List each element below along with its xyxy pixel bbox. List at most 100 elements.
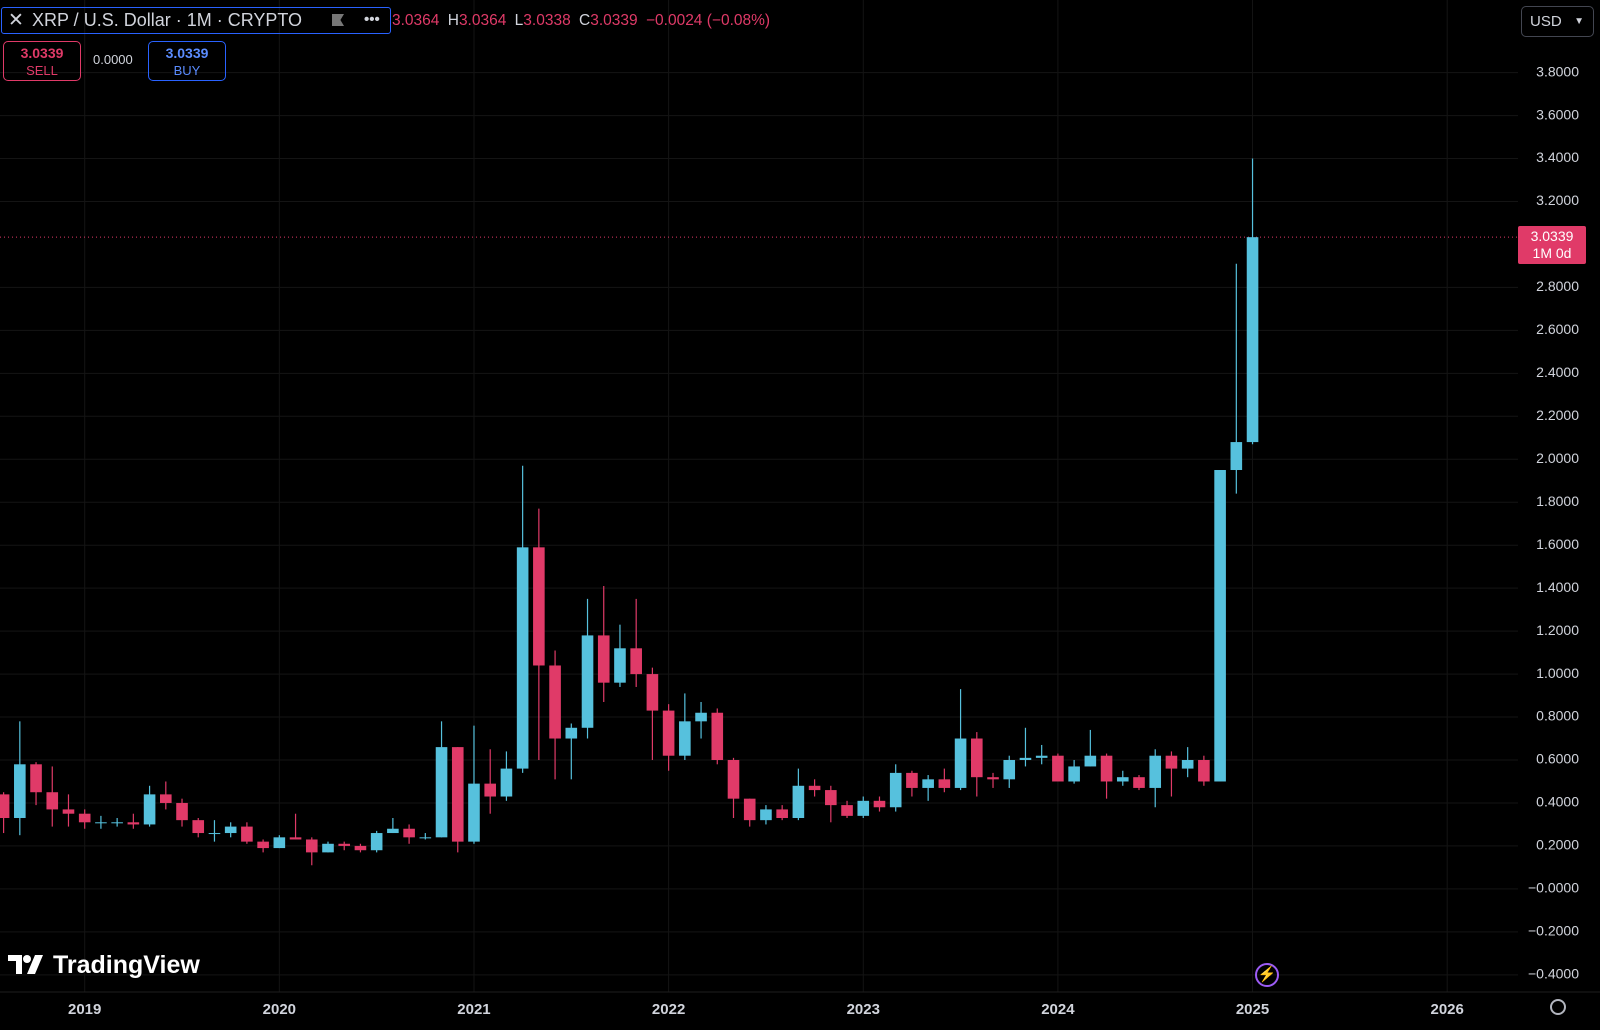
candle-body — [1198, 760, 1210, 782]
y-tick-label: 1.6000 — [1536, 536, 1579, 552]
candle-body — [922, 779, 934, 788]
grid — [0, 0, 1518, 992]
y-tick-label: 3.8000 — [1536, 63, 1579, 79]
candle-body — [338, 843, 351, 846]
candle-body — [0, 794, 10, 819]
y-tick-label: 1.4000 — [1536, 579, 1579, 595]
y-tick-label: 1.2000 — [1536, 622, 1579, 638]
symbol-title: XRP / U.S. Dollar · 1M · CRYPTO — [32, 10, 303, 30]
y-tick-label: 0.8000 — [1536, 708, 1579, 724]
x-tick-label: 2022 — [652, 1001, 685, 1018]
candle-body — [808, 785, 821, 791]
y-tick-label: 2.4000 — [1536, 364, 1579, 380]
candle-body — [614, 648, 626, 683]
candle-body — [954, 738, 967, 788]
candle-body — [257, 841, 269, 849]
flag-icon[interactable] — [332, 14, 344, 26]
candle-body — [1133, 777, 1145, 788]
y-tick-label: 0.2000 — [1536, 837, 1579, 853]
ohlc-legend: 3.0364 H3.0364 L3.0338 C3.0339 −0.0024 (… — [392, 8, 770, 34]
candle-body — [289, 837, 302, 840]
candle-body — [1019, 757, 1032, 761]
currency-button[interactable]: USD ▼ — [1521, 6, 1594, 37]
buy-label: BUY — [173, 63, 201, 78]
low-label: L — [514, 12, 524, 29]
close-value: 3.0339 — [590, 12, 638, 29]
candle-body — [403, 828, 415, 838]
candle-body — [435, 747, 448, 838]
settings-icon[interactable] — [1550, 999, 1566, 1015]
buy-price: 3.0339 — [165, 45, 209, 61]
candle-body — [1100, 755, 1113, 782]
change: −0.0024 (−0.08%) — [645, 12, 771, 29]
currency: USD — [1530, 13, 1562, 30]
close-icon[interactable]: ✕ — [8, 10, 24, 31]
axes: 3.8000 3.6000 3.4000 3.2000 2.8000 2.6000 2.40… — [0, 63, 1600, 1018]
candle-body — [78, 813, 91, 823]
candle-body — [727, 760, 740, 799]
y-tick-label: 1.8000 — [1536, 493, 1579, 509]
buy-button[interactable]: 3.0339 BUY — [148, 41, 226, 81]
more-icon[interactable]: ••• — [364, 11, 380, 28]
candle-body — [662, 710, 675, 756]
candle-body — [354, 845, 367, 851]
candle-body — [889, 772, 902, 808]
candle-body — [111, 822, 123, 824]
x-tick-label: 2024 — [1041, 1001, 1075, 1018]
candle-body — [873, 800, 886, 808]
x-tick-label: 2025 — [1236, 1001, 1269, 1018]
y-tick-label: 2.6000 — [1536, 321, 1579, 337]
candle-body — [792, 785, 805, 819]
x-tick-label: 2023 — [847, 1001, 880, 1018]
candle-body — [711, 712, 724, 761]
candle-body — [46, 792, 59, 810]
price-tag-value: 3.0339 — [1530, 228, 1574, 245]
candle-body — [1035, 755, 1048, 758]
candle-body — [176, 802, 188, 821]
candle-body — [760, 809, 772, 821]
candle-body — [14, 764, 26, 819]
candle-body — [127, 822, 140, 825]
y-tick-label: 0.4000 — [1536, 794, 1579, 810]
candle-body — [273, 837, 286, 849]
price-tag: 3.0339 1M 0d — [1518, 226, 1586, 265]
candle-body — [208, 833, 221, 835]
candle-body — [387, 828, 399, 834]
candle-body — [597, 635, 610, 683]
candle-body — [1084, 755, 1097, 767]
candle-body — [857, 800, 870, 816]
assistant-icon[interactable]: ⚡ — [1255, 963, 1279, 987]
candle-body — [419, 837, 432, 839]
y-tick-label: 3.2000 — [1536, 192, 1579, 208]
candles — [0, 158, 1259, 866]
candle-body — [646, 674, 659, 711]
candle-body — [679, 721, 691, 756]
candle-body — [1149, 755, 1162, 788]
candle-body — [1230, 442, 1243, 471]
candle-body — [565, 727, 578, 739]
candle-body — [305, 839, 318, 853]
y-tick-label: 2.0000 — [1536, 450, 1579, 466]
candle-body — [906, 772, 918, 788]
sell-price: 3.0339 — [20, 45, 64, 61]
sell-button[interactable]: 3.0339 SELL — [3, 41, 81, 81]
candle-body — [695, 712, 707, 722]
candle-body — [1003, 760, 1016, 780]
open-value: 3.0364 — [392, 12, 440, 29]
low-value: 3.0338 — [523, 12, 571, 29]
y-tick-label: 1.0000 — [1536, 665, 1579, 681]
price-tag-countdown: 1M 0d — [1532, 245, 1572, 262]
logo-mark — [8, 955, 43, 974]
candle-body — [549, 665, 561, 739]
candle-body — [95, 822, 107, 824]
candle-body — [743, 798, 756, 821]
candle-body — [1116, 777, 1129, 782]
candle-body — [1246, 237, 1259, 443]
candle-body — [192, 820, 205, 834]
candle-body — [971, 738, 983, 778]
candle-body — [825, 790, 837, 806]
candle-body — [1181, 760, 1194, 769]
y-tick-label: −0.2000 — [1528, 923, 1579, 939]
symbol-box[interactable]: ✕ XRP / U.S. Dollar · 1M · CRYPTO ••• — [1, 7, 391, 34]
